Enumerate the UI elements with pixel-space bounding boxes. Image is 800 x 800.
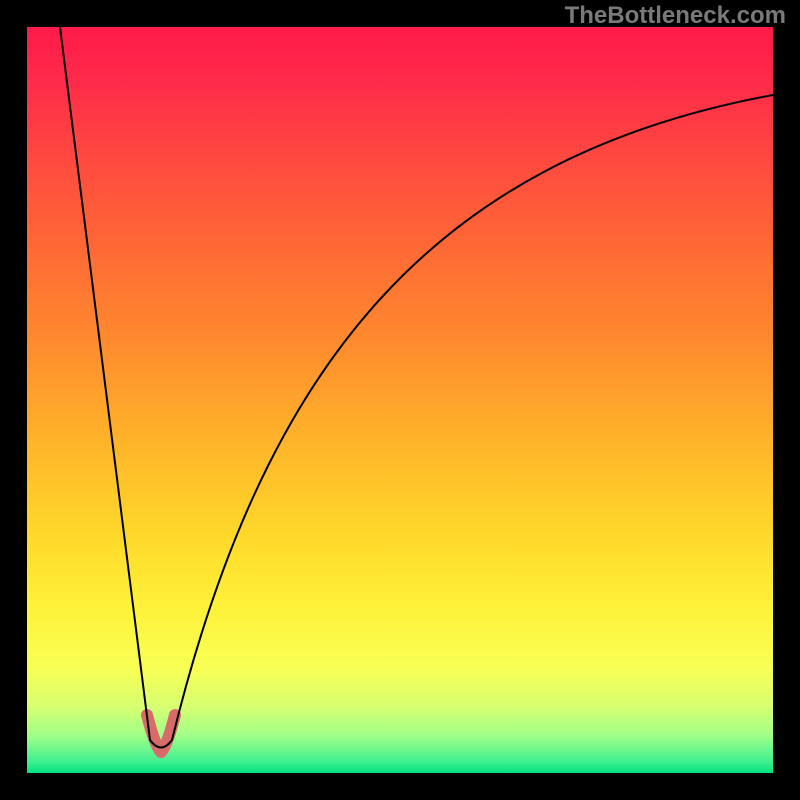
gradient-background xyxy=(27,27,773,773)
chart-svg xyxy=(27,27,773,773)
plot-area xyxy=(27,27,773,773)
watermark-text: TheBottleneck.com xyxy=(565,2,786,30)
chart-root: TheBottleneck.com xyxy=(0,0,800,800)
